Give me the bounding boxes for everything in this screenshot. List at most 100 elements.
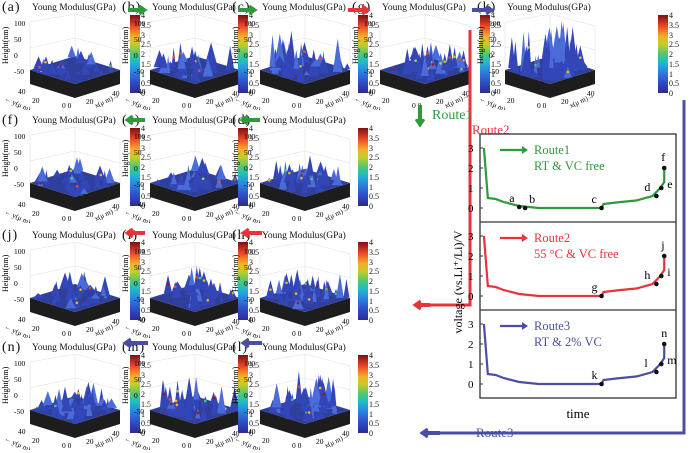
xy-tick: 0 0 — [62, 329, 72, 338]
colorbar-b: 4 3.5 3 2.5 2 1.5 1 0.5 0 — [238, 12, 266, 98]
colorbar-tick: 3.5 — [249, 20, 259, 30]
xy-tick: 0 0 — [182, 441, 192, 450]
surface-peak — [170, 172, 177, 185]
xy-tick: 0 0 — [62, 101, 72, 110]
xy-tick: 20 — [262, 436, 270, 445]
colorbar-tick: 1 — [141, 409, 145, 419]
colorbar-tick: 3.5 — [141, 360, 151, 370]
colorbar-a: 4 3.5 3 2.5 2 1.5 1 0.5 0 — [130, 12, 158, 98]
modulus-hotspot — [172, 55, 175, 59]
surface-peak — [332, 38, 343, 72]
modulus-hotspot — [288, 171, 291, 175]
xy-tick: 20 — [382, 96, 390, 105]
colorbar-tick: 4 — [369, 11, 373, 20]
panel-title: Young Modulus(GPa) — [382, 3, 466, 13]
x-axis-label: x(μ m)→ — [568, 92, 595, 110]
xy-tick: 40 — [112, 317, 120, 326]
modulus-hotspot — [294, 292, 298, 295]
xy-tick: 0 0 — [62, 214, 72, 223]
state-label-d: d — [644, 180, 650, 194]
colorbar-k: 4 3.5 3 2.5 2 1.5 1 0.5 0 — [658, 12, 686, 98]
colorbar-tick: 1 — [669, 69, 673, 79]
surface-peak — [59, 272, 71, 289]
xy-tick: 20 — [316, 97, 324, 106]
colorbar-gradient — [130, 15, 140, 93]
xy-tick: 20 — [32, 324, 40, 333]
surface-peak — [93, 172, 102, 189]
state-point-h — [654, 281, 659, 287]
surface-peak — [75, 287, 82, 299]
modulus-hotspot — [460, 67, 463, 71]
colorbar-tick: 1.5 — [249, 286, 259, 296]
z-tick: -50 — [14, 407, 24, 416]
surface-peak — [84, 295, 95, 303]
state-point-e — [659, 185, 664, 191]
colorbar-tick: 1 — [249, 182, 253, 192]
state-label-c: c — [592, 192, 597, 206]
surface-peak — [57, 59, 69, 65]
colorbar-tick: 2 — [141, 390, 145, 399]
y-axis-label: ← y(μ m) — [233, 208, 262, 223]
modulus-hotspot — [267, 179, 271, 182]
xy-tick: 20 — [206, 210, 214, 219]
afm-panel-a: (a) Young Modulus(GPa) Height(nm) 100 50 0 -50… — [0, 0, 145, 110]
state-label-m: m — [667, 353, 677, 367]
surface-peak — [166, 55, 171, 74]
colorbar-e: 4 3.5 3 2.5 2 1.5 1 0.5 0 — [238, 124, 266, 211]
colorbar-tick: 4 — [249, 124, 253, 133]
xy-tick: 20 — [86, 437, 94, 446]
surface-peak — [64, 174, 73, 190]
colorbar-tick: 0.5 — [141, 192, 151, 202]
z-axis-label: Height(nm) — [121, 254, 130, 292]
surface-peak — [183, 274, 195, 291]
surface-peak — [541, 34, 550, 75]
surface-peak — [196, 157, 208, 174]
z-tick: -50 — [14, 67, 24, 76]
x-axis-label: x(μ m)→ — [93, 205, 120, 223]
state-label-f: f — [661, 150, 665, 164]
xy-tick: 40 — [112, 89, 120, 98]
y-tick: 0 — [468, 291, 474, 303]
colorbar-m: 4 3.5 3 2.5 2 1.5 1 0.5 0 — [238, 352, 266, 438]
z-axis-label: Height(nm) — [121, 139, 130, 177]
panel-title: Young Modulus(GPa) — [152, 231, 236, 241]
state-point-m — [659, 361, 664, 367]
colorbar-tick: 2.5 — [249, 267, 259, 277]
colorbar-i: 4 3.5 3 2.5 2 1.5 1 0.5 0 — [238, 239, 266, 325]
colorbar-tick: 3.5 — [249, 247, 259, 257]
legend-title: Route2 — [534, 231, 570, 245]
z-tick: 50 — [244, 148, 252, 157]
y-tick: 0 — [468, 379, 474, 391]
surface-peak — [86, 393, 93, 417]
surface-peak — [402, 48, 412, 74]
surface-peak — [274, 293, 284, 299]
colorbar-tick: 3 — [141, 30, 145, 40]
colorbar-tick: 4 — [141, 351, 145, 360]
route2-label: Route2 — [472, 122, 510, 137]
surface-peak — [188, 46, 196, 64]
xy-tick: 40 — [138, 87, 146, 96]
surface-peak — [520, 45, 533, 76]
xy-tick: 20 — [316, 437, 324, 446]
xy-tick: 40 — [138, 315, 146, 324]
panel-label: (a) — [2, 0, 21, 15]
colorbar-tick: 1.5 — [141, 286, 151, 296]
x-axis-label: x(μ m)→ — [323, 205, 350, 223]
surface-peak — [93, 64, 100, 72]
modulus-hotspot — [169, 402, 173, 406]
colorbar-tick: 3 — [369, 370, 373, 380]
xy-tick: 20 — [32, 436, 40, 445]
modulus-hotspot — [318, 386, 322, 390]
colorbar-gradient — [358, 355, 368, 433]
surface-peak — [47, 59, 57, 75]
state-label-b: b — [529, 192, 535, 206]
modulus-hotspot — [302, 50, 306, 53]
z-tick: 50 — [134, 375, 142, 384]
